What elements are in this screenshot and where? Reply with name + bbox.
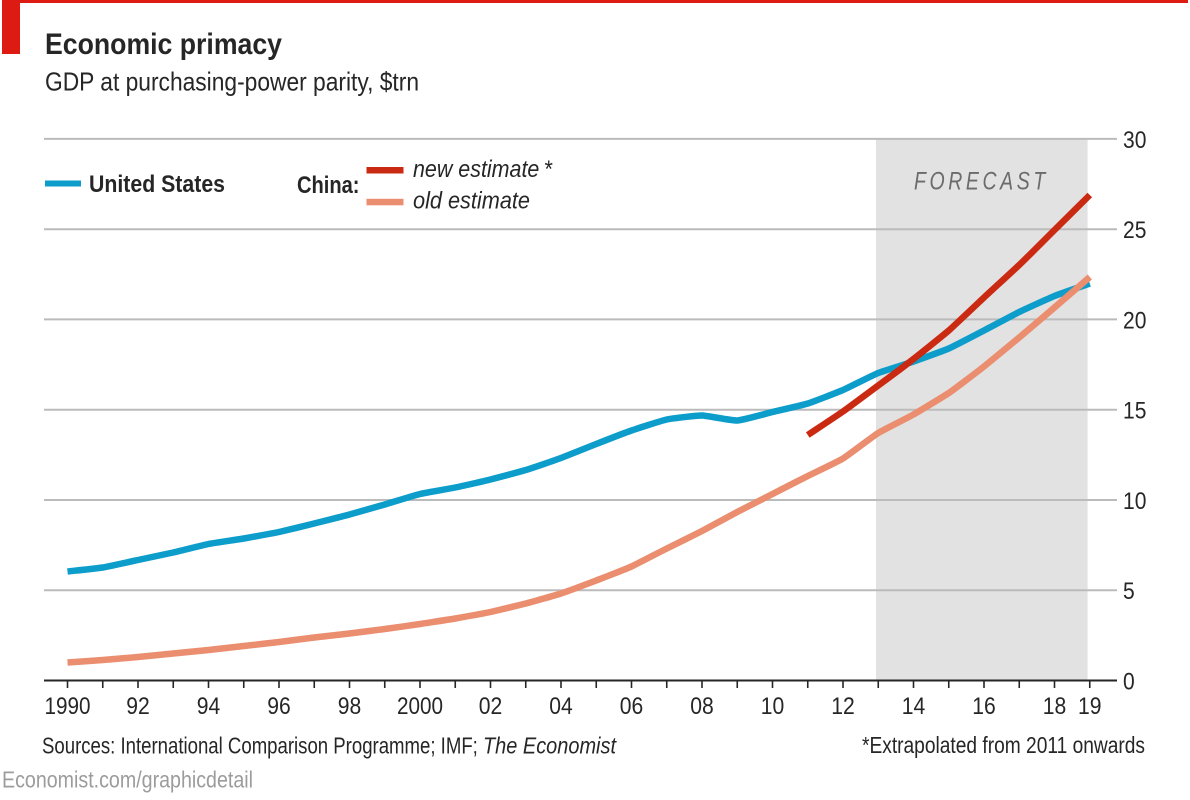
svg-text:old estimate: old estimate bbox=[413, 187, 530, 214]
svg-text:20: 20 bbox=[1123, 307, 1146, 334]
svg-text:1990: 1990 bbox=[45, 693, 91, 720]
svg-text:5: 5 bbox=[1123, 578, 1135, 605]
svg-text:*Extrapolated from 2011 onward: *Extrapolated from 2011 onwards bbox=[862, 732, 1145, 758]
svg-text:98: 98 bbox=[338, 693, 362, 720]
svg-text:Sources: International Compari: Sources: International Comparison Progra… bbox=[42, 733, 617, 759]
svg-text:08: 08 bbox=[690, 693, 714, 720]
svg-text:16: 16 bbox=[972, 693, 996, 720]
svg-text:96: 96 bbox=[267, 693, 291, 720]
svg-text:19: 19 bbox=[1078, 693, 1102, 720]
svg-text:25: 25 bbox=[1123, 217, 1146, 244]
svg-text:Economist.com/graphicdetail: Economist.com/graphicdetail bbox=[2, 767, 253, 793]
svg-text:92: 92 bbox=[126, 693, 150, 720]
svg-text:18: 18 bbox=[1043, 693, 1067, 720]
svg-text:12: 12 bbox=[831, 693, 855, 720]
svg-text:GDP at purchasing-power parity: GDP at purchasing-power parity, $trn bbox=[45, 67, 419, 97]
svg-text:04: 04 bbox=[549, 693, 573, 720]
svg-text:94: 94 bbox=[197, 693, 221, 720]
svg-text:10: 10 bbox=[1123, 488, 1146, 515]
svg-text:06: 06 bbox=[620, 693, 644, 720]
svg-text:2000: 2000 bbox=[397, 693, 443, 720]
svg-text:30: 30 bbox=[1123, 127, 1146, 154]
svg-text:new estimate *: new estimate * bbox=[413, 156, 553, 183]
svg-text:14: 14 bbox=[902, 693, 926, 720]
svg-text:02: 02 bbox=[479, 693, 503, 720]
svg-text:0: 0 bbox=[1123, 669, 1135, 696]
svg-text:10: 10 bbox=[761, 693, 785, 720]
svg-text:FORECAST: FORECAST bbox=[914, 167, 1049, 195]
svg-text:United States: United States bbox=[89, 171, 225, 198]
svg-text:15: 15 bbox=[1123, 398, 1146, 425]
svg-text:Economic primacy: Economic primacy bbox=[45, 28, 282, 61]
svg-text:China:: China: bbox=[297, 172, 360, 199]
